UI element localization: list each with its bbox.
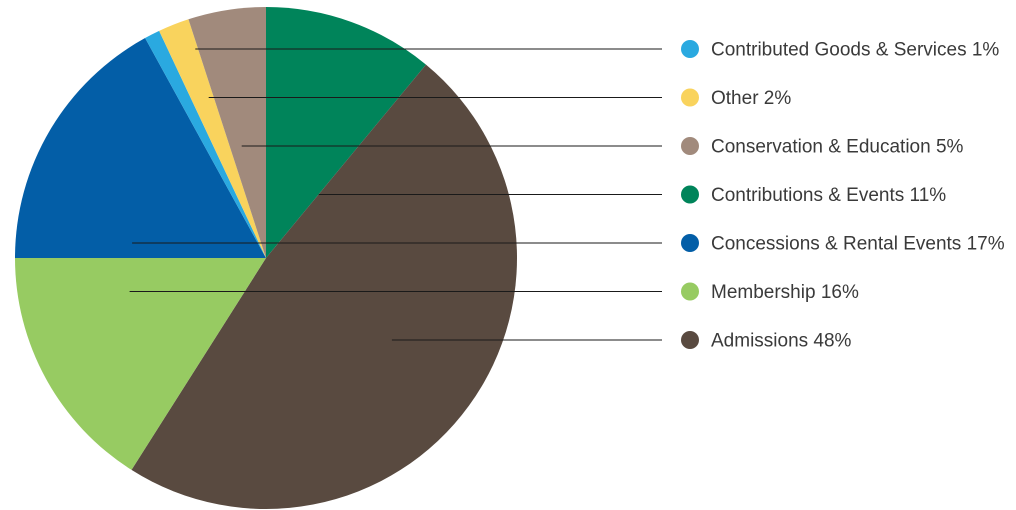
- legend-label-other-2: Other 2%: [711, 88, 791, 109]
- leader-lines: [129, 48, 662, 341]
- legend-label-contributed-goods-services-1: Contributed Goods & Services 1%: [711, 40, 999, 61]
- pie-slice-concessions-rental-events-17: [15, 38, 266, 258]
- pie-slice-other-2: [159, 19, 266, 259]
- legend-label-admissions-48: Admissions 48%: [711, 331, 852, 352]
- legend-marker-contributions-events-11: [681, 185, 699, 204]
- pie-slice-contributed-goods-services-1: [145, 30, 266, 258]
- legend-marker-contributed-goods-services-1: [681, 40, 699, 58]
- pie-slice-conservation-education-5: [188, 7, 266, 258]
- legend-label-contributions-events-11: Contributions & Events 11%: [711, 185, 946, 206]
- legend-marker-other-2: [681, 88, 699, 107]
- legend: Contributed Goods & Services 1% Other 2% C…: [681, 40, 1005, 352]
- legend-label-concessions-rental-events-17: Concessions & Rental Events 17%: [711, 234, 1005, 255]
- legend-marker-admissions-48: [681, 331, 699, 349]
- legend-marker-concessions-rental-events-17: [681, 234, 699, 252]
- pie-slice-admissions-48: [131, 64, 518, 510]
- legend-label-membership-16: Membership 16%: [711, 282, 859, 303]
- pie-slice-membership-16: [15, 258, 266, 470]
- legend-marker-conservation-education-5: [681, 137, 699, 155]
- legend-marker-membership-16: [681, 282, 699, 301]
- legend-label-conservation-education-5: Conservation & Education 5%: [711, 137, 964, 158]
- pie-slices: [15, 7, 518, 510]
- pie-slice-contributions-events-11: [266, 7, 426, 258]
